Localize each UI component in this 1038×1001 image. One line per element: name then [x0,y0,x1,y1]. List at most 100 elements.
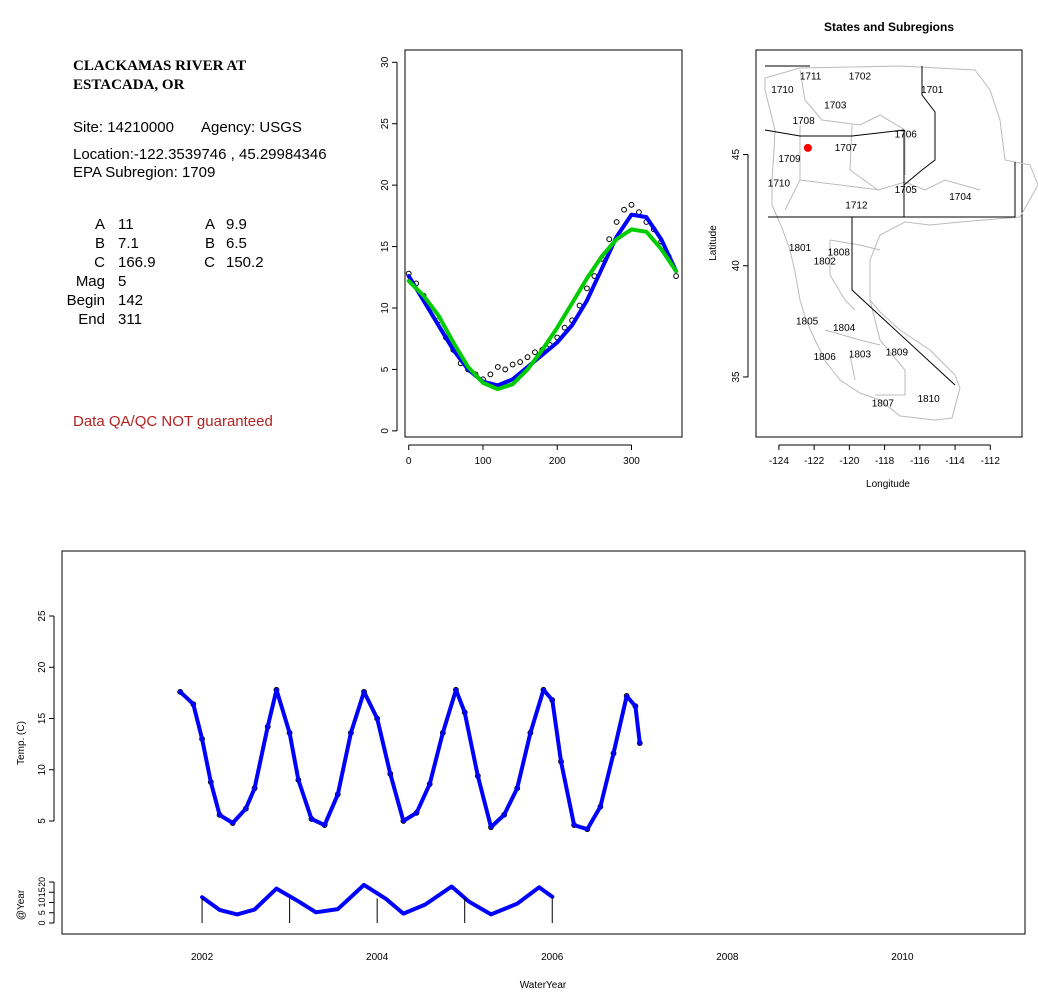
location: -122.3539746 , 45.29984346 [133,146,327,163]
subregion-label: 1706 [895,130,918,141]
data-point [509,361,516,368]
param-value: 6.5 [226,235,247,252]
param-value: 311 [118,311,142,328]
timeseries-x-axis: 2002 2004 2006 2008 2010 [191,952,914,963]
map-y-tick-label: 45 [731,149,742,161]
data-point [673,273,679,279]
data-point [606,236,613,243]
y-tick-label: 0 [380,428,391,434]
param-value: 11 [118,216,134,233]
param-label: C [94,254,105,271]
param-label: Begin [66,292,105,309]
param-value: 150.2 [226,254,264,271]
data-point [487,371,494,378]
subregion-label: 1701 [921,85,944,96]
subregion-label: 1809 [886,347,909,358]
x-tick-label: 100 [475,456,492,467]
subregion-labels: 1711 1710 1702 1701 1703 1708 1706 1707 1709 1710… [768,72,972,410]
map-x-tick-label: -120 [839,456,859,467]
subregion-label: 1702 [849,72,872,83]
year-markers [201,898,553,923]
timeseries-x-tick-label: 2002 [191,952,214,963]
data-point [502,366,509,373]
timeseries-x-tick-label: 2006 [541,952,564,963]
data-point [494,364,501,370]
param-value: 166.9 [118,254,156,271]
map-x-label: Longitude [866,479,910,490]
year-axis-label: @Year [16,889,27,920]
map-y-tick-label: 35 [731,371,742,383]
map-x-tick-label: -124 [769,456,789,467]
map-x-tick-label: -114 [945,456,965,467]
site-id: 14210000 [107,119,174,136]
subregion-map: States and Subregions -124 -122 -120 -118 -1… [708,20,1038,490]
x-tick-label: 0 [406,456,412,467]
year-axis-tick-label: 5 [37,910,47,915]
map-x-tick-label: -118 [875,456,895,467]
param-label: B [94,235,105,252]
timeseries-y-label: Temp. (C) [16,721,27,765]
timeseries-y-axis: 5 10 15 20 25 [37,610,55,824]
data-point [613,219,620,225]
subregion-label: 1805 [796,316,819,327]
subregion-label: 1704 [949,192,972,203]
param-label: End [78,311,105,328]
subregion: 1709 [181,164,216,181]
timeseries-x-label: WaterYear [520,980,567,991]
param-label: B [204,235,215,252]
subregion-line: EPA Subregion: 1709 [73,164,216,181]
timeseries-curves [178,687,642,917]
map-frame [755,49,1023,438]
temperature-curve [200,882,555,917]
y-tick-label: 5 [380,366,391,372]
subregion-label: 1804 [833,323,856,334]
year-axis-tick-label: 15 [37,887,47,897]
state-borders [764,65,1016,386]
y-tick-label: 20 [380,179,391,191]
data-point [561,324,568,331]
data-point [621,206,627,213]
subregion-label: 1803 [849,350,872,361]
timeseries-x-tick-label: 2008 [716,952,739,963]
x-tick-label: 300 [623,456,640,467]
map-x-axis: -124 -122 -120 -118 -116 -114 -112 [769,444,1000,467]
x-tick-label: 200 [549,456,566,467]
agency: USGS [259,119,302,136]
y-tick-label: 15 [380,241,391,253]
timeseries-y-tick-label: 25 [37,610,48,622]
param-value: 5 [118,273,127,290]
site-location-marker [803,143,812,152]
subregion-label: 1807 [872,399,895,410]
timeseries-y-tick-label: 5 [37,818,48,824]
timeseries-y-tick-label: 20 [37,661,48,673]
data-point [517,359,524,365]
param-label: A [204,216,215,233]
region-outline [764,65,1038,421]
subregion-label: 1712 [845,201,868,212]
site-info-panel: CLACKAMAS RIVER AT ESTACADA, OR Site: 14… [0,0,380,460]
map-x-tick-label: -116 [910,456,930,467]
seasonal-scatter-chart: 0 100 200 300 0 5 10 15 20 25 30 [380,49,683,467]
fitted-curves [406,212,679,392]
data-point [628,201,635,208]
param-label: A [94,216,105,233]
seasonal-plot-frame [404,49,683,438]
fit-line [406,212,679,388]
y-tick-label: 10 [380,302,391,314]
param-value: 9.9 [226,216,247,233]
site-id-line: Site: 14210000 [73,119,174,136]
subregion-label: 1806 [814,352,837,363]
timeseries-x-tick-label: 2004 [366,952,389,963]
x-axis: 0 100 200 300 [406,444,640,467]
param-label: Mag [75,273,105,290]
subregion-label: 1808 [828,247,851,258]
year-axis-tick-label: 10 [37,897,47,907]
subregion-lines [784,69,981,396]
year-axis-tick-label: 20 [37,877,47,887]
param-value: 142 [118,292,144,309]
y-tick-label: 25 [380,118,391,130]
map-title: States and Subregions [824,20,954,34]
y-tick-label: 30 [380,56,391,68]
